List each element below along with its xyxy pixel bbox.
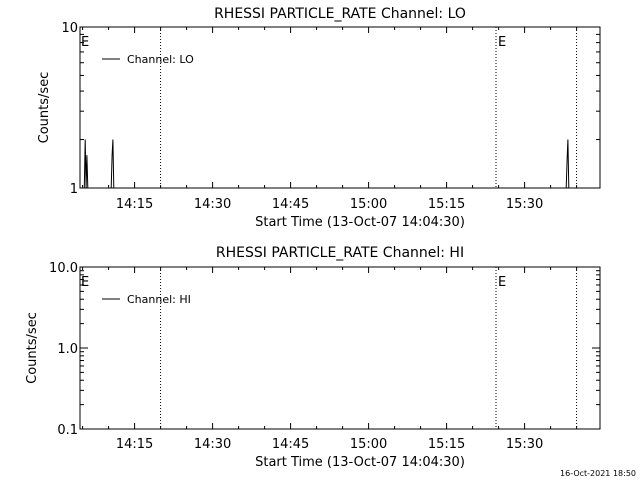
- x-tick-label: 14:30: [194, 197, 231, 212]
- y-axis-label: Counts/sec: [25, 312, 40, 384]
- chart-title: RHESSI PARTICLE_RATE Channel: HI: [216, 245, 464, 261]
- x-tick-label: 14:15: [116, 197, 153, 212]
- y-tick-label: 10: [61, 21, 78, 36]
- y-tick-label: 1: [70, 182, 78, 197]
- x-tick-label: 15:30: [506, 437, 543, 452]
- x-tick-label: 14:30: [194, 437, 231, 452]
- x-axis-label: Start Time (13-Oct-07 14:04:30): [255, 455, 465, 470]
- y-tick-label: 0.1: [57, 423, 78, 438]
- legend-label: Channel: LO: [127, 53, 194, 66]
- x-tick-label: 15:15: [428, 437, 465, 452]
- y-axis-label: Counts/sec: [37, 72, 52, 144]
- chart-title: RHESSI PARTICLE_RATE Channel: LO: [214, 6, 466, 22]
- start-marker-label: E: [81, 275, 89, 290]
- legend-label: Channel: HI: [127, 293, 191, 306]
- event-marker-label: E: [498, 35, 506, 50]
- event-marker-label: E: [498, 275, 506, 290]
- plot-frame: [79, 26, 601, 189]
- x-tick-label: 14:15: [116, 437, 153, 452]
- y-tick-label: 1.0: [57, 342, 78, 357]
- x-tick-label: 15:00: [350, 197, 387, 212]
- x-tick-label: 15:00: [350, 437, 387, 452]
- start-marker-label: E: [81, 35, 89, 50]
- x-tick-label: 15:15: [428, 197, 465, 212]
- footer-timestamp: 16-Oct-2021 18:50: [560, 469, 636, 478]
- y-tick-label: 10.0: [49, 261, 78, 276]
- x-tick-label: 14:45: [272, 197, 309, 212]
- series-line: [83, 139, 570, 189]
- x-tick-label: 14:45: [272, 437, 309, 452]
- x-axis-label: Start Time (13-Oct-07 14:04:30): [255, 215, 465, 230]
- plot-frame: [79, 266, 601, 430]
- x-tick-label: 15:30: [506, 197, 543, 212]
